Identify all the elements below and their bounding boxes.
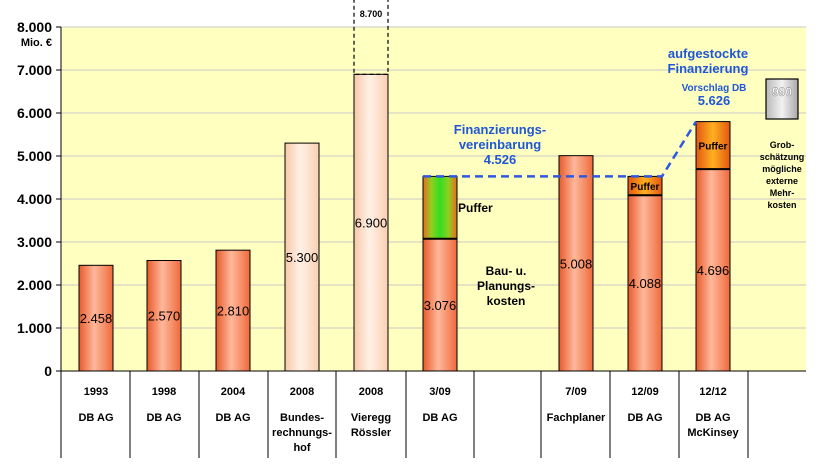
puffer-segment — [422, 175, 458, 240]
x-tick-source: DB AG — [422, 412, 457, 424]
bau-planungskosten-annotation: Bau- u. Planungs-kosten — [477, 264, 535, 308]
bar-value-label: 5.008 — [560, 256, 593, 271]
bar-value-label: 5.300 — [286, 250, 319, 265]
x-tick-year: 2008 — [290, 386, 314, 398]
x-tick-source: Vieregg Rössler — [351, 412, 392, 439]
annotations: Puffer Bau- u. Planungs-kosten Finanzierung… — [423, 46, 804, 308]
bar-value-label: 2.570 — [148, 309, 181, 324]
financing-dashed-line — [423, 120, 698, 178]
x-tick-year: 7/09 — [565, 386, 586, 398]
y-tick-label: 4.000 — [17, 191, 52, 207]
x-tick-source: Fachplaner — [547, 412, 606, 424]
extension-label: 8.700 — [360, 9, 383, 19]
bar-value-label: 4.088 — [629, 276, 662, 291]
x-axis: 1993 DB AG 1998 DB AG 2004 DB AG 2008 Bundes-re… — [60, 370, 806, 458]
x-tick-source: DB AG McKinsey — [687, 412, 739, 439]
puffer-segment — [695, 121, 731, 170]
x-tick-year: 3/09 — [429, 386, 450, 398]
x-tick-source: DB AG — [146, 412, 181, 424]
x-tick-year: 1998 — [152, 386, 176, 398]
bar — [215, 249, 251, 372]
y-tick-label: 8.000 — [17, 19, 52, 35]
puffer-label: Puffer — [699, 141, 728, 152]
bar-value-label: 6.900 — [355, 216, 388, 231]
bar — [146, 259, 182, 372]
bar-value-label: 4.696 — [697, 263, 730, 278]
bar-value-label: 2.458 — [80, 311, 113, 326]
estimate-box-value: 990 — [772, 85, 792, 99]
bar — [558, 155, 594, 372]
puffer-annotation: Puffer — [458, 201, 493, 215]
bar — [353, 73, 389, 372]
bar — [284, 142, 320, 372]
rough-estimate-label: Grob-schätzung mögliche externe Mehr-kosten — [760, 140, 805, 210]
x-tick-year: 1993 — [84, 386, 108, 398]
increased-financing-label: aufgestockte Finanzierung — [668, 46, 749, 76]
estimate-box — [765, 78, 799, 120]
x-tick-year: 2008 — [359, 386, 383, 398]
x-tick-year: 2004 — [221, 386, 246, 398]
y-tick-label: 0 — [44, 363, 52, 379]
x-tick-source: DB AG — [215, 412, 250, 424]
proposal-db-value: 5.626 — [698, 93, 731, 108]
bar — [627, 194, 663, 372]
x-tick-source: DB AG — [627, 412, 662, 424]
y-tick-label: 5.000 — [17, 148, 52, 164]
y-tick-label: 7.000 — [17, 62, 52, 78]
bar-value-label: 2.810 — [217, 304, 250, 319]
x-tick-source: Bundes-rechnungs-hof — [272, 412, 332, 454]
y-axis-unit: Mio. € — [21, 37, 52, 49]
x-tick-source: DB AG — [78, 412, 113, 424]
y-tick-label: 3.000 — [17, 234, 52, 250]
financing-agreement-label: Finanzierungs-vereinbarung 4.526 — [454, 122, 546, 167]
y-tick-label: 1.000 — [17, 320, 52, 336]
bar-value-label: 3.076 — [424, 298, 457, 313]
bars: 2.458 2.570 2.810 5.300 8.700 6.900 3.076 5.008… — [78, 0, 731, 372]
x-tick-year: 12/12 — [699, 386, 727, 398]
y-axis: 0 1.000 2.000 3.000 4.000 5.000 6.000 7.000 8.00… — [17, 19, 62, 379]
bar — [78, 264, 114, 372]
y-tick-label: 6.000 — [17, 105, 52, 121]
extension-box — [353, 0, 389, 75]
y-tick-label: 2.000 — [17, 277, 52, 293]
x-tick-year: 12/09 — [631, 386, 659, 398]
puffer-label: Puffer — [631, 182, 660, 193]
proposal-db-label: Vorschlag DB — [682, 83, 747, 94]
